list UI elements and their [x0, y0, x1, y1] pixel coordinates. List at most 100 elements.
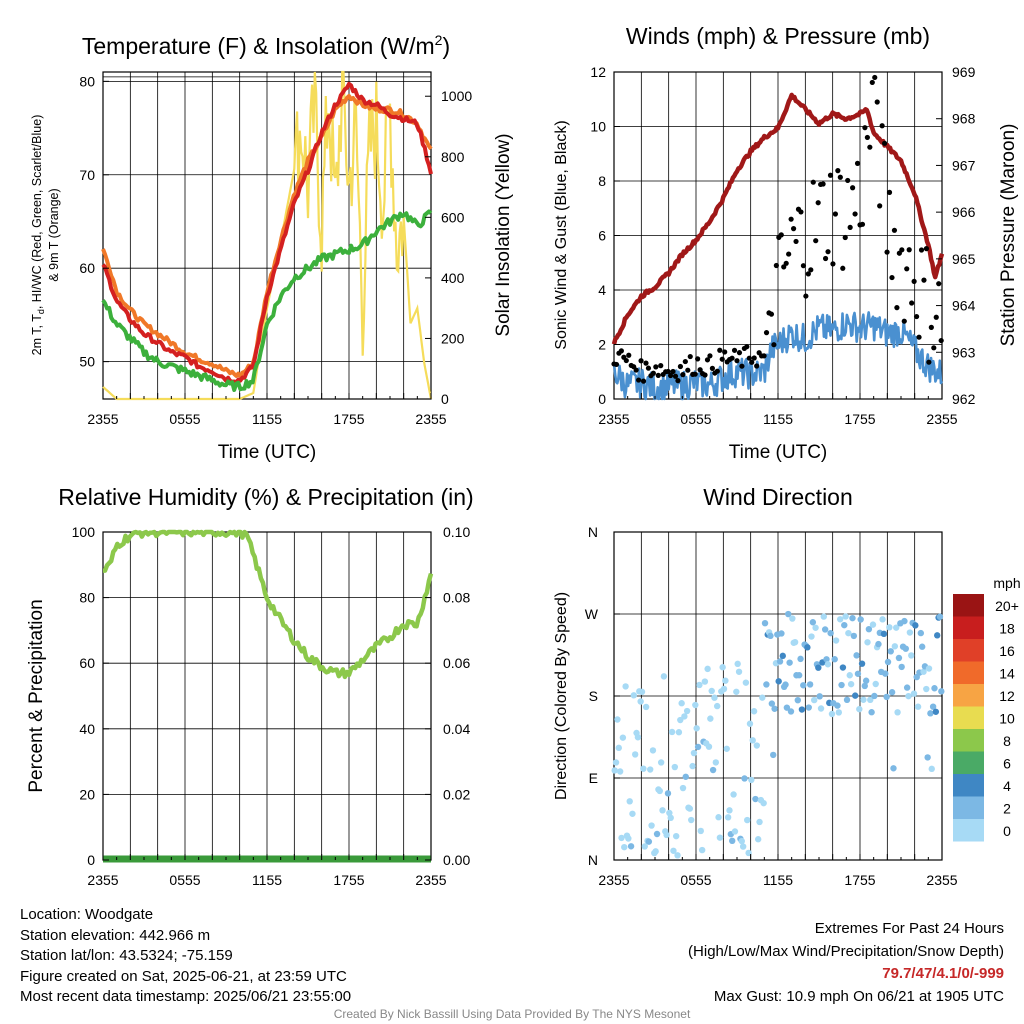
temperature-title: Temperature (F) & Insolation (W/m2) [82, 32, 450, 59]
direction-point [779, 652, 786, 660]
legend-label: 16 [999, 643, 1015, 659]
direction-point [846, 672, 853, 679]
direction-point [767, 632, 774, 640]
y-tick-label-left: 50 [79, 354, 95, 370]
gust-point [820, 181, 826, 187]
direction-point [856, 705, 863, 713]
direction-point [614, 716, 621, 723]
direction-point [616, 768, 624, 775]
direction-point [715, 814, 722, 821]
y-tick-label-left: 8 [598, 173, 606, 189]
gust-point [904, 266, 910, 272]
legend-swatch [953, 684, 984, 707]
temp-2m-line [101, 81, 433, 385]
speed-color-legend: 20+ 18 16 14 12 10 8 6 4 2 0 [953, 594, 1019, 842]
direction-point [659, 807, 666, 814]
gust-point [864, 134, 870, 141]
temperature-panel: Temperature (F) & Insolation (W/m2) 2355… [30, 32, 514, 463]
direction-point [653, 830, 661, 838]
direction-point [716, 834, 724, 841]
y-tick-label-left: 100 [72, 524, 96, 540]
figure-created: Figure created on Sat, 2025-06-21, at 23… [20, 967, 347, 985]
direction-point [778, 630, 785, 637]
legend-swatch [953, 729, 984, 752]
direction-point [739, 843, 747, 850]
legend-label: 4 [1003, 778, 1011, 794]
y-tick-label-right: 967 [952, 157, 976, 173]
direction-point [791, 638, 799, 646]
gust-point [613, 361, 620, 368]
direction-point [905, 692, 912, 700]
direction-point [618, 834, 625, 842]
extremes-info: Extremes For Past 24 Hours (High/Low/Max… [688, 918, 1004, 1008]
legend-swatch [953, 706, 984, 729]
direction-point [711, 694, 718, 701]
direction-point [871, 692, 878, 700]
legend-swatch [953, 819, 984, 842]
direction-point [752, 795, 759, 803]
direction-point [936, 613, 944, 620]
gust-point [672, 373, 679, 379]
direction-point [664, 790, 672, 797]
relative-humidity-line [102, 529, 434, 680]
winds-ylabel-right: Station Pressure (Maroon) [998, 124, 1019, 347]
gust-point [840, 265, 846, 271]
gust-point [665, 368, 671, 375]
gust-point [842, 234, 848, 241]
direction-point [798, 706, 806, 713]
x-tick-label: 2355 [87, 411, 118, 427]
direction-point [886, 624, 893, 631]
direction-point [852, 692, 859, 699]
legend-label: 2 [1003, 801, 1011, 817]
x-tick-label: 0555 [680, 411, 711, 427]
direction-point [910, 690, 918, 697]
gust-point [859, 221, 866, 227]
gust-point [786, 251, 792, 257]
gust-point [650, 370, 656, 376]
direction-point [753, 742, 761, 749]
direction-point [898, 663, 905, 671]
recent-timestamp: Most recent data timestamp: 2025/06/21 2… [20, 988, 352, 1005]
y-tick-label-right: 968 [952, 111, 976, 127]
direction-point [668, 728, 676, 736]
dewpoint-line [101, 209, 433, 392]
station-info: Location: Woodgate Station elevation: 44… [20, 905, 351, 1008]
gust-point [909, 300, 915, 306]
gust-point [790, 226, 797, 232]
direction-point [824, 661, 832, 668]
x-tick-label: 1755 [844, 411, 875, 427]
direction-point [861, 682, 868, 690]
direction-point [858, 660, 866, 667]
direction-point [749, 737, 756, 744]
direction-point [741, 775, 748, 782]
direction-point [832, 637, 840, 644]
direction-point [768, 700, 776, 707]
direction-point [843, 696, 851, 704]
direction-point [611, 767, 618, 774]
credit-line: Created By Nick Bassill Using Data Provi… [333, 1007, 691, 1021]
direction-point [688, 816, 695, 824]
direction-point [649, 747, 657, 754]
direction-point [760, 799, 767, 807]
gust-point [931, 345, 937, 351]
gust-point [852, 211, 858, 217]
direction-point [821, 626, 829, 633]
max-gust: Max Gust: 10.9 mph On 06/21 at 1905 UTC [713, 987, 1004, 1005]
y-tick-label-left: 0 [598, 391, 606, 407]
winds-series [611, 74, 945, 401]
humidity-ticks: 2355 0555 1155 1755 2355 0 20 40 60 80 100 0.00 0.02… [72, 524, 471, 888]
direction-point [828, 710, 836, 718]
direction-point [786, 659, 793, 666]
y-tick-label-left: E [589, 770, 598, 786]
legend-label: 6 [1003, 756, 1011, 772]
direction-point [860, 696, 867, 703]
y-tick-label-left: 20 [79, 786, 95, 802]
gust-point [884, 249, 890, 255]
direction-point [862, 677, 870, 684]
winds-panel: Winds (mph) & Pressure (mb) 2355 0555 1155… [553, 23, 1019, 463]
legend-label: 18 [999, 621, 1015, 637]
gust-point [744, 344, 750, 350]
direction-point [804, 644, 811, 651]
direction-point [679, 784, 687, 792]
direction-point [734, 660, 741, 668]
